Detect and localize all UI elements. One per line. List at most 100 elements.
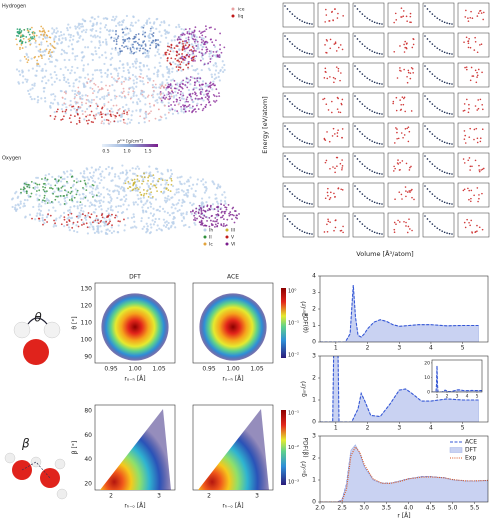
- embedding-dot: [128, 169, 132, 172]
- subplot-frame: [422, 32, 455, 58]
- curve-dot: [426, 98, 429, 100]
- atom-dot: [410, 110, 413, 112]
- embedding-dot: [75, 224, 78, 227]
- embedding-dot: [33, 38, 36, 40]
- embedding-dot: [186, 194, 189, 197]
- embedding-dot: [107, 101, 110, 104]
- atom-dot: [465, 9, 467, 12]
- curve-dot: [381, 173, 383, 175]
- embedding-dot: [182, 32, 185, 35]
- curve-dot: [434, 75, 436, 78]
- atom-dot: [407, 126, 410, 128]
- embedding-dot: [76, 200, 79, 204]
- embedding-dot: [89, 86, 92, 89]
- embedding-dot: [54, 222, 56, 225]
- embedding-dot: [98, 195, 101, 198]
- embedding-dot: [53, 40, 56, 43]
- embedding-dot: [79, 209, 83, 212]
- embedding-dot: [183, 56, 185, 58]
- curve-dot: [448, 142, 451, 145]
- embedding-dot: [114, 48, 117, 51]
- embedding-dot: [44, 202, 47, 205]
- embedding-dot: [79, 201, 82, 203]
- curve-dot: [371, 230, 373, 232]
- curve-dot: [451, 53, 453, 55]
- embedding-dot: [91, 16, 94, 19]
- embedding-dot: [91, 190, 94, 193]
- embedding-dot: [183, 40, 186, 43]
- embedding-dot: [136, 178, 139, 181]
- embedding-dot: [135, 77, 139, 81]
- embedding-dot: [71, 52, 74, 55]
- embedding-dot: [154, 217, 157, 221]
- embedding-dot: [115, 104, 118, 107]
- embedding-dot: [142, 90, 146, 93]
- embedding-dot: [93, 204, 96, 207]
- embedding-dot: [112, 190, 115, 193]
- embedding-dot: [65, 92, 67, 95]
- embedding-dot: [163, 199, 167, 202]
- embedding-dot: [93, 89, 96, 93]
- embedding-dot: [52, 50, 55, 53]
- embedding-dot: [124, 179, 127, 182]
- embedding-dot: [42, 38, 45, 40]
- embedding-dot: [154, 54, 157, 57]
- embedding-dot: [179, 35, 182, 38]
- embedding-dot: [209, 60, 212, 63]
- curve-dot: [424, 125, 426, 127]
- embedding-dot: [172, 215, 176, 219]
- embedding-dot: [200, 203, 204, 206]
- embedding-dot: [106, 232, 109, 236]
- curve-dot: [306, 22, 308, 24]
- embedding-dot: [178, 66, 180, 69]
- embedding-dot: [203, 210, 206, 212]
- atom-dot: [331, 11, 333, 13]
- embedding-dot: [86, 182, 90, 185]
- atom-dot: [324, 67, 327, 70]
- embedding-dot: [182, 217, 186, 220]
- embedding-dot: [131, 62, 134, 66]
- embedding-dot: [70, 195, 74, 198]
- embedding-dot: [212, 80, 215, 83]
- embedding-dot: [85, 115, 88, 118]
- embedding-dot: [132, 201, 135, 204]
- legend-marker: [231, 7, 235, 11]
- embedding-dot: [70, 190, 73, 193]
- curve-dot: [306, 232, 308, 234]
- embedding-dot: [107, 207, 110, 210]
- embedding-dot: [167, 75, 170, 79]
- embedding-dot: [165, 117, 168, 120]
- embedding-dot: [26, 78, 29, 81]
- embedding-dot: [164, 225, 168, 229]
- embedding-dot: [132, 87, 135, 90]
- embedding-dot: [77, 86, 80, 89]
- embedding-dot: [16, 28, 19, 30]
- curve-dot: [286, 218, 289, 220]
- atom-dot: [409, 228, 411, 230]
- embedding-dot: [132, 94, 135, 97]
- embedding-dot: [109, 214, 112, 217]
- atom-dot: [476, 230, 478, 232]
- embedding-dot: [149, 193, 152, 196]
- embedding-dot: [178, 208, 181, 212]
- embedding-dot: [211, 41, 214, 44]
- embedding-dot: [125, 194, 128, 197]
- atom-dot: [481, 128, 484, 131]
- embedding-dot: [33, 82, 36, 85]
- embedding-dot: [178, 41, 181, 44]
- embedding-dot: [19, 48, 21, 50]
- curve-dot: [446, 82, 448, 84]
- embedding-dot: [157, 48, 160, 51]
- hydrogen-atom: [43, 321, 61, 339]
- x-tick-label: 4: [429, 425, 433, 432]
- embedding-dot: [174, 104, 176, 107]
- embedding-dot: [148, 17, 151, 20]
- atom-dot: [339, 79, 341, 82]
- curve-dot: [308, 232, 311, 235]
- embedding-dot: [39, 30, 42, 33]
- embedding-dot: [117, 192, 121, 196]
- embedding-dot: [47, 79, 50, 82]
- hydrogen-atom: [4, 452, 16, 464]
- embedding-dot: [190, 97, 193, 100]
- embedding-dot: [66, 68, 70, 72]
